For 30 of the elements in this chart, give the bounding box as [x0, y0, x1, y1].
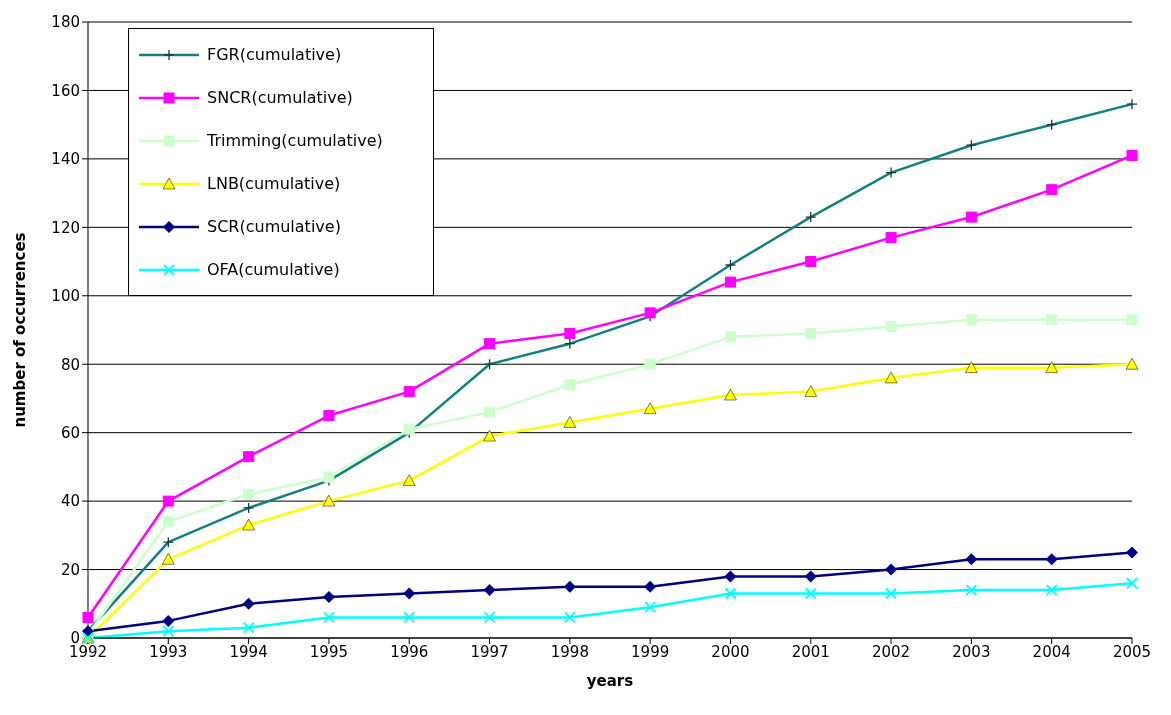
y-tick-label: 60 [60, 423, 80, 442]
y-tick-label: 100 [51, 287, 80, 306]
y-tick-label: 40 [60, 492, 80, 511]
legend-label: OFA(cumulative) [207, 260, 340, 279]
x-tick-label: 1996 [390, 642, 429, 661]
y-tick-label: 180 [51, 13, 80, 32]
x-tick-label: 1999 [631, 642, 670, 661]
y-tick-label: 80 [60, 355, 80, 374]
x-axis-title: years [586, 672, 634, 690]
y-tick-label: 120 [51, 218, 80, 237]
x-tick-label: 1998 [550, 642, 589, 661]
y-axis-title: number of occurrences [11, 232, 30, 428]
x-tick-label: 1997 [470, 642, 509, 661]
legend-label: FGR(cumulative) [207, 45, 342, 64]
x-tick-label: 2003 [952, 642, 991, 661]
y-tick-label: 20 [60, 560, 80, 579]
legend-label: LNB(cumulative) [207, 174, 341, 193]
y-tick-label: 140 [51, 150, 80, 169]
legend-label: Trimming(cumulative) [207, 131, 383, 150]
x-tick-label: 2001 [791, 642, 830, 661]
x-tick-label: 1994 [229, 642, 268, 661]
legend-label: SCR(cumulative) [207, 217, 341, 236]
x-tick-label: 2002 [871, 642, 911, 661]
x-tick-label: 2005 [1112, 642, 1152, 661]
x-tick-label: 1993 [149, 642, 188, 661]
y-tick-label: 160 [51, 81, 80, 100]
x-tick-label: 1995 [309, 642, 349, 661]
x-tick-label: 2004 [1032, 642, 1071, 661]
x-tick-label: 2000 [711, 642, 750, 661]
legend-label: SNCR(cumulative) [207, 88, 353, 107]
